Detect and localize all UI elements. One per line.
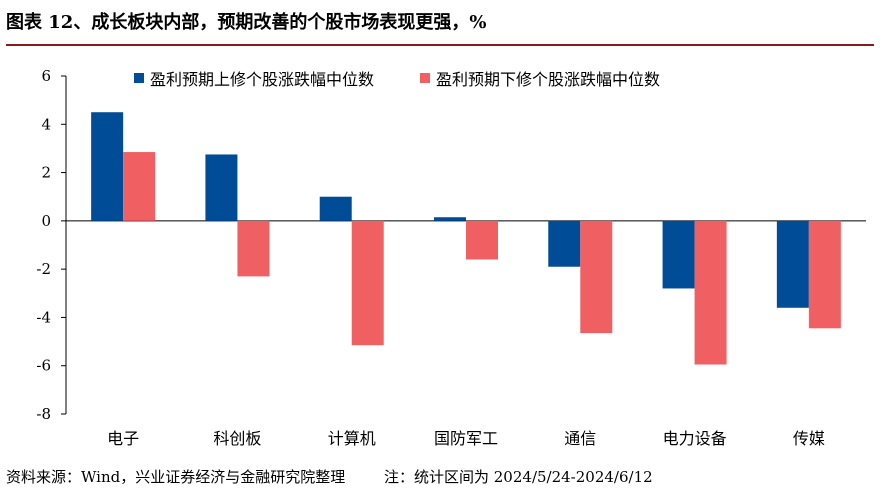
footer: 资料来源：Wind，兴业证券经济与金融研究院整理 注：统计区间为 2024/5/… (6, 466, 653, 487)
bar-down (351, 220, 384, 346)
y-tick-label: 6 (41, 67, 51, 85)
x-category-label: 通信 (564, 429, 596, 448)
x-category-label: 计算机 (328, 429, 376, 448)
bar-down (808, 220, 841, 329)
bar-down (237, 220, 270, 277)
bar-down (580, 220, 613, 334)
bar-up (434, 217, 466, 221)
bar-up (319, 196, 352, 221)
bar-down (694, 220, 727, 365)
x-category-label: 电力设备 (663, 429, 727, 448)
legend-swatch-up (134, 73, 144, 83)
y-tick-label: -4 (36, 308, 51, 326)
bar-down (123, 152, 156, 221)
bar-up (91, 112, 124, 221)
footer-source: 资料来源：Wind，兴业证券经济与金融研究院整理 (6, 468, 346, 486)
footer-note: 注：统计区间为 2024/5/24-2024/6/12 (384, 468, 653, 486)
x-category-label: 电子 (107, 429, 139, 448)
legend-swatch-down (420, 73, 431, 83)
bar-up (776, 220, 809, 308)
bar-down (466, 220, 498, 260)
y-tick-label: -2 (36, 260, 51, 278)
legend-label-down: 盈利预期下修个股涨跌幅中位数 (436, 70, 661, 89)
bar-up (205, 154, 238, 221)
legend-label-up: 盈利预期上修个股涨跌幅中位数 (150, 70, 375, 89)
title-rule (6, 44, 874, 46)
x-category-label: 科创板 (213, 429, 261, 448)
x-category-label: 传媒 (793, 429, 825, 448)
figure-title: 图表 12、成长板块内部，预期改善的个股市场表现更强，% (6, 12, 487, 33)
y-tick-label: 2 (41, 164, 51, 182)
legend-item-down: 盈利预期下修个股涨跌幅中位数 (420, 66, 660, 90)
y-tick-label: -6 (36, 357, 51, 375)
y-tick-label: 0 (41, 212, 51, 230)
legend-item-up: 盈利预期上修个股涨跌幅中位数 (134, 66, 374, 90)
x-category-label: 国防军工 (434, 429, 498, 448)
chart-legend: 盈利预期上修个股涨跌幅中位数 盈利预期下修个股涨跌幅中位数 (134, 66, 706, 90)
bar-up (548, 220, 581, 267)
y-tick-label: 4 (41, 115, 51, 133)
y-tick-label: -8 (36, 405, 51, 423)
bar-up (662, 220, 695, 289)
